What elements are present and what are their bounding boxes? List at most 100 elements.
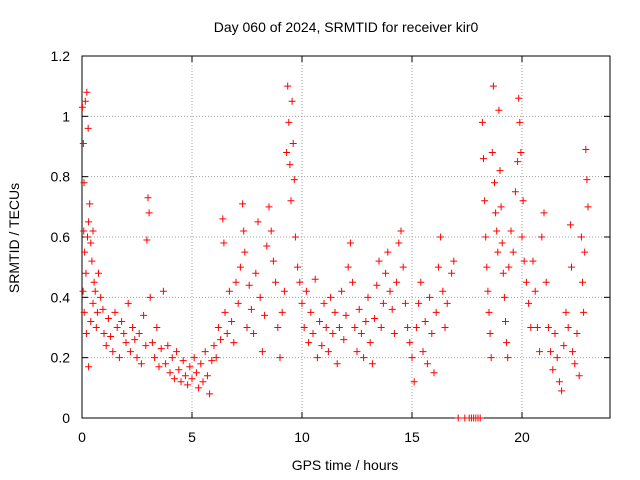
data-point <box>493 227 501 235</box>
data-point <box>300 324 308 331</box>
data-point <box>291 233 299 241</box>
data-point <box>91 287 99 295</box>
data-point <box>296 278 304 286</box>
data-point <box>225 287 233 295</box>
data-point <box>285 118 293 126</box>
data-point <box>241 248 249 256</box>
data-point <box>81 248 89 256</box>
data-point <box>104 314 112 322</box>
y-tick-label: 0.8 <box>51 169 71 185</box>
data-point <box>583 176 591 184</box>
data-point <box>84 124 92 132</box>
data-point <box>239 200 247 208</box>
data-point <box>87 239 95 247</box>
data-point <box>500 293 508 301</box>
x-tick-label: 10 <box>294 429 310 445</box>
data-point <box>582 146 590 154</box>
data-point <box>276 354 284 362</box>
data-point <box>148 339 156 347</box>
data-point <box>487 354 495 362</box>
data-point <box>481 197 489 205</box>
data-point <box>533 324 541 331</box>
data-point <box>344 263 352 271</box>
data-point <box>294 263 302 271</box>
data-point <box>212 354 220 362</box>
data-point <box>166 369 174 377</box>
data-point <box>549 366 557 374</box>
data-point <box>478 118 486 126</box>
data-point <box>311 275 319 283</box>
data-point <box>157 345 165 353</box>
data-point <box>322 324 330 331</box>
data-point <box>214 324 222 331</box>
data-point <box>536 348 544 356</box>
data-point <box>366 339 374 347</box>
y-tick-label: 0 <box>62 410 70 426</box>
data-point <box>454 414 462 422</box>
data-point <box>485 308 493 316</box>
data-point <box>393 278 401 286</box>
data-point <box>482 233 490 241</box>
data-point <box>515 94 523 102</box>
data-point <box>269 257 277 265</box>
data-point <box>327 293 335 301</box>
data-point <box>153 324 161 331</box>
data-point <box>129 324 137 331</box>
data-point <box>349 278 357 286</box>
data-point <box>584 203 592 211</box>
y-tick-label: 0.6 <box>51 229 71 245</box>
data-point <box>486 330 494 338</box>
data-point <box>256 293 264 301</box>
data-point <box>450 257 458 265</box>
data-point <box>419 348 427 356</box>
data-point <box>190 354 198 362</box>
data-point <box>219 215 227 223</box>
data-point <box>401 299 409 307</box>
data-point <box>228 317 236 325</box>
data-point <box>289 139 297 147</box>
data-point <box>412 324 420 331</box>
data-point <box>503 339 511 347</box>
data-point <box>284 82 292 90</box>
data-point <box>542 278 550 286</box>
data-point <box>346 239 354 247</box>
data-point <box>254 218 262 226</box>
data-point <box>159 287 167 295</box>
data-point <box>78 103 86 111</box>
data-point <box>318 342 326 350</box>
data-point <box>173 348 181 356</box>
data-point <box>386 287 394 295</box>
data-point <box>522 278 530 286</box>
data-point <box>360 354 368 362</box>
data-point <box>247 305 255 313</box>
data-point <box>83 88 91 96</box>
data-point <box>278 308 286 316</box>
data-point <box>338 287 346 295</box>
grid-lines <box>82 56 610 418</box>
data-point <box>145 209 153 217</box>
data-point <box>155 363 163 371</box>
axis-ticks: 0 0.2 0.4 0.6 0.8 1 1.2 0 5 10 15 20 <box>51 48 610 445</box>
data-point <box>357 330 365 338</box>
chart-title: Day 060 of 2024, SRMTID for receiver kir… <box>214 19 479 35</box>
data-point <box>298 299 306 307</box>
data-point <box>307 308 315 316</box>
data-point <box>484 287 492 295</box>
data-point <box>220 239 228 247</box>
data-point <box>80 308 88 316</box>
data-point <box>434 263 442 271</box>
data-point <box>84 233 91 241</box>
data-point <box>443 299 451 307</box>
data-point <box>290 176 298 184</box>
data-point <box>195 384 203 392</box>
x-tick-label: 0 <box>78 429 86 445</box>
data-point <box>210 342 218 350</box>
data-point <box>288 97 296 105</box>
data-point <box>476 414 484 422</box>
data-point <box>382 269 390 277</box>
data-point <box>527 324 535 331</box>
y-axis-label: SRMTID / TECUs <box>6 183 22 293</box>
data-point <box>85 363 93 371</box>
data-point <box>217 336 225 344</box>
data-point <box>379 299 387 307</box>
